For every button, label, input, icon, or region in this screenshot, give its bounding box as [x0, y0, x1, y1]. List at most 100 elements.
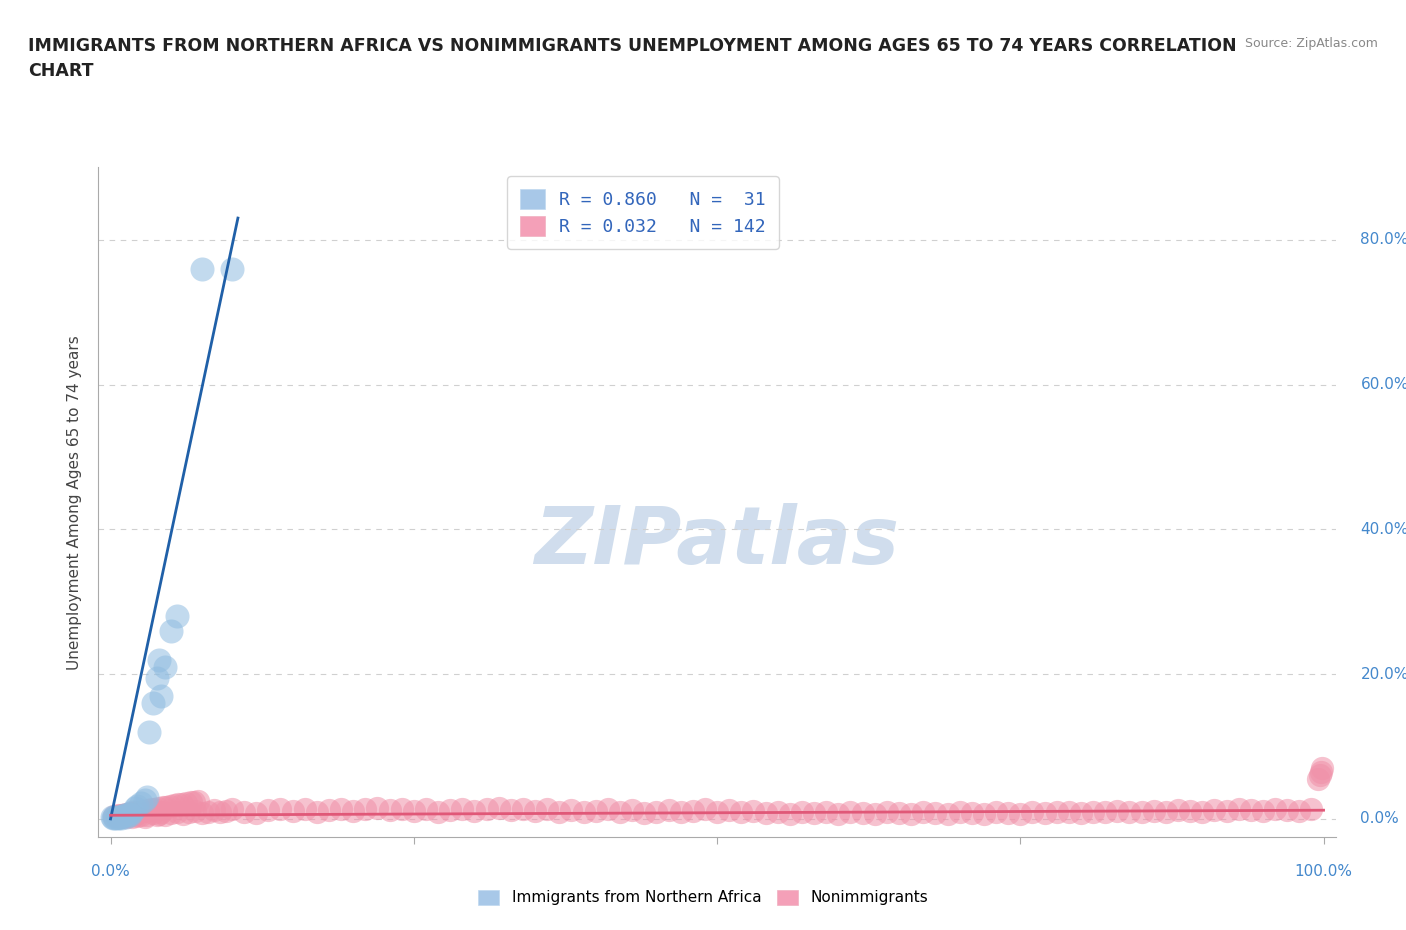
- Point: [245, 805, 267, 820]
- Point: [669, 805, 692, 820]
- Point: [887, 805, 910, 820]
- Point: [863, 806, 886, 821]
- Text: 100.0%: 100.0%: [1295, 864, 1353, 879]
- Point: [718, 803, 741, 817]
- Point: [342, 804, 364, 818]
- Point: [633, 805, 655, 820]
- Point: [706, 804, 728, 819]
- Point: [1118, 804, 1140, 819]
- Point: [142, 805, 165, 820]
- Point: [104, 811, 127, 826]
- Point: [145, 671, 167, 685]
- Point: [936, 806, 959, 821]
- Point: [1288, 804, 1310, 818]
- Point: [152, 800, 174, 815]
- Point: [451, 802, 474, 817]
- Point: [111, 808, 134, 823]
- Point: [779, 806, 801, 821]
- Point: [354, 802, 377, 817]
- Point: [997, 805, 1019, 820]
- Point: [166, 609, 188, 624]
- Point: [984, 805, 1007, 820]
- Point: [1264, 802, 1286, 817]
- Point: [730, 805, 752, 820]
- Point: [1301, 802, 1323, 817]
- Point: [536, 802, 558, 817]
- Point: [233, 804, 256, 819]
- Point: [1010, 806, 1032, 821]
- Point: [121, 804, 143, 819]
- Point: [585, 804, 607, 818]
- Point: [827, 806, 849, 821]
- Point: [115, 806, 138, 821]
- Legend: Immigrants from Northern Africa, Nonimmigrants: Immigrants from Northern Africa, Nonimmi…: [471, 883, 935, 913]
- Point: [281, 804, 304, 818]
- Point: [973, 806, 995, 821]
- Point: [162, 798, 184, 813]
- Point: [257, 803, 280, 817]
- Point: [221, 802, 243, 817]
- Point: [1215, 804, 1237, 818]
- Point: [105, 808, 128, 823]
- Point: [693, 802, 716, 817]
- Point: [153, 659, 176, 674]
- Point: [183, 794, 205, 809]
- Point: [150, 805, 173, 820]
- Point: [101, 811, 124, 826]
- Point: [202, 803, 225, 817]
- Text: 40.0%: 40.0%: [1361, 522, 1406, 537]
- Point: [122, 805, 145, 820]
- Point: [148, 652, 170, 667]
- Point: [190, 805, 212, 820]
- Point: [143, 802, 166, 817]
- Point: [110, 811, 132, 826]
- Point: [512, 802, 534, 817]
- Point: [111, 808, 134, 823]
- Point: [912, 805, 935, 820]
- Point: [960, 805, 983, 820]
- Point: [1306, 772, 1329, 787]
- Point: [153, 807, 176, 822]
- Point: [1107, 804, 1129, 818]
- Point: [1057, 805, 1080, 820]
- Point: [596, 802, 619, 817]
- Point: [127, 804, 149, 819]
- Point: [1154, 804, 1177, 819]
- Point: [427, 804, 450, 819]
- Point: [180, 795, 202, 810]
- Point: [682, 804, 704, 818]
- Point: [560, 803, 582, 817]
- Point: [415, 802, 437, 817]
- Point: [134, 809, 156, 824]
- Point: [197, 804, 219, 819]
- Point: [110, 809, 132, 824]
- Point: [167, 797, 190, 812]
- Point: [172, 796, 194, 811]
- Text: IMMIGRANTS FROM NORTHERN AFRICA VS NONIMMIGRANTS UNEMPLOYMENT AMONG AGES 65 TO 7: IMMIGRANTS FROM NORTHERN AFRICA VS NONIM…: [28, 37, 1237, 80]
- Point: [1178, 804, 1201, 818]
- Text: 0.0%: 0.0%: [91, 864, 129, 879]
- Point: [1240, 803, 1263, 817]
- Point: [127, 799, 149, 814]
- Point: [949, 805, 972, 820]
- Point: [215, 804, 238, 818]
- Point: [118, 808, 141, 823]
- Point: [145, 808, 167, 823]
- Point: [135, 803, 157, 817]
- Point: [815, 804, 838, 819]
- Point: [174, 795, 197, 810]
- Point: [330, 802, 353, 817]
- Point: [1081, 804, 1104, 819]
- Point: [548, 804, 571, 819]
- Point: [107, 808, 129, 823]
- Point: [803, 805, 825, 820]
- Point: [766, 804, 789, 819]
- Point: [657, 803, 679, 817]
- Point: [463, 804, 485, 818]
- Point: [129, 795, 152, 810]
- Point: [138, 724, 160, 739]
- Text: ZIPatlas: ZIPatlas: [534, 503, 900, 581]
- Point: [1021, 805, 1043, 820]
- Point: [1046, 804, 1069, 819]
- Point: [839, 805, 862, 820]
